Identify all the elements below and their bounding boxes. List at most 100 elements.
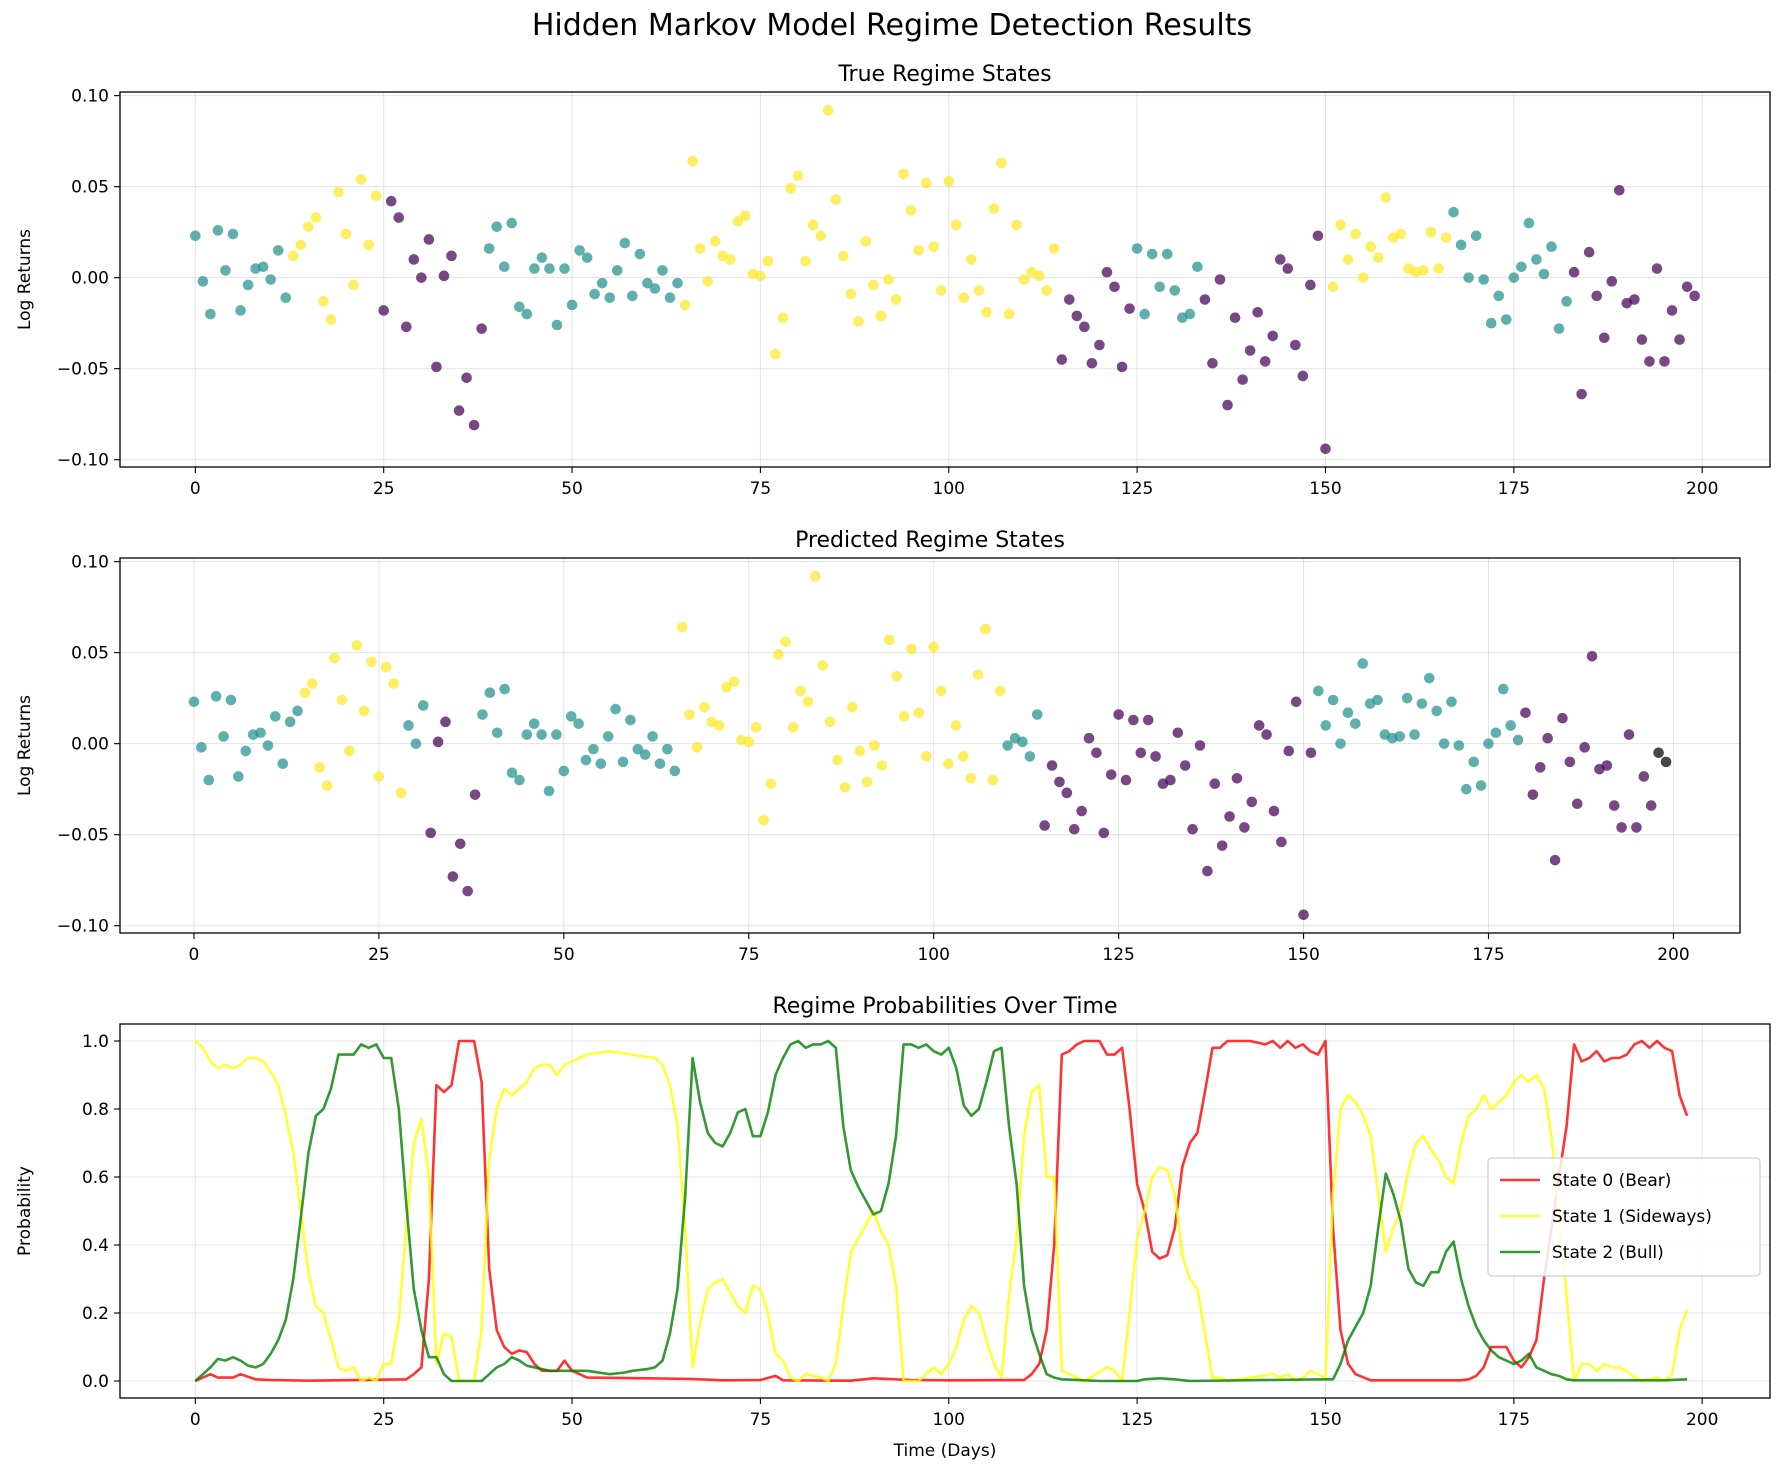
data-point [423, 234, 435, 245]
panel-title: Regime Probabilities Over Time [773, 994, 1118, 1019]
data-point [676, 621, 688, 633]
data-point [610, 703, 621, 715]
data-point [366, 656, 377, 668]
data-point [777, 312, 789, 324]
data-point [329, 652, 340, 664]
axes-frame [119, 557, 1741, 934]
data-point [272, 245, 284, 256]
data-point [950, 720, 962, 731]
data-point [1297, 370, 1309, 382]
data-point [203, 774, 215, 786]
data-point [1131, 243, 1143, 254]
data-point [679, 299, 691, 311]
data-point [351, 640, 363, 651]
data-point [1054, 776, 1065, 788]
data-point [1003, 308, 1015, 320]
data-point [558, 765, 570, 777]
data-point [1335, 219, 1346, 231]
data-point [1105, 769, 1117, 780]
data-point [440, 716, 451, 728]
axes-frame [119, 91, 1771, 468]
data-point [669, 765, 681, 777]
data-point [410, 738, 422, 749]
data-point [832, 754, 843, 766]
data-point [988, 203, 1000, 214]
y-tick-label: −0.10 [57, 451, 109, 471]
data-point [684, 709, 695, 720]
data-point [1438, 738, 1450, 749]
data-point [1372, 694, 1383, 706]
data-point [1636, 334, 1648, 345]
data-point [581, 252, 593, 263]
data-point [724, 254, 736, 265]
data-point [853, 316, 864, 327]
data-point [713, 720, 725, 731]
data-point [514, 774, 525, 786]
data-point [1071, 310, 1083, 322]
data-point [220, 265, 231, 276]
legend-box [1487, 1157, 1761, 1277]
data-point [580, 754, 592, 766]
data-point [416, 272, 427, 283]
data-point [589, 288, 600, 300]
data-point [1253, 720, 1265, 731]
data-point [1616, 822, 1627, 833]
data-point [822, 104, 834, 116]
data-point [770, 348, 781, 360]
data-point [1601, 760, 1613, 771]
data-point [1501, 314, 1512, 325]
data-point [619, 237, 631, 249]
data-point [1039, 820, 1050, 831]
data-point [632, 743, 644, 755]
data-point [1033, 270, 1045, 282]
data-point [1313, 685, 1324, 697]
panel-title: True Regime States [837, 62, 1051, 87]
data-point [1011, 219, 1022, 231]
data-point [1538, 268, 1550, 280]
data-point [242, 279, 254, 291]
data-point [1470, 230, 1482, 242]
data-point [373, 771, 385, 782]
data-point [1298, 909, 1309, 921]
data-point [1086, 357, 1098, 369]
data-point [321, 780, 333, 791]
data-point [468, 419, 480, 431]
data-point [1229, 312, 1241, 324]
data-point [755, 270, 766, 282]
y-tick-label: 0.6 [82, 1168, 109, 1188]
data-point [446, 250, 457, 262]
data-point [401, 321, 412, 333]
axes-frame [119, 1023, 1771, 1399]
data-point [672, 277, 683, 289]
data-point [1113, 709, 1124, 720]
data-point [762, 255, 774, 267]
data-point [1142, 714, 1154, 726]
x-tick-label: 100 [917, 945, 949, 965]
data-point [1614, 185, 1625, 196]
data-point [378, 305, 389, 316]
data-point [1453, 740, 1465, 751]
data-point [265, 274, 276, 285]
data-point [664, 292, 676, 304]
data-point [1401, 692, 1413, 704]
data-point [1076, 805, 1087, 817]
data-point [1446, 696, 1457, 708]
data-point [529, 263, 540, 274]
data-point [1493, 290, 1505, 302]
data-point [824, 716, 836, 728]
data-point [1222, 399, 1233, 411]
x-tick-label: 50 [553, 945, 575, 965]
data-point [1101, 266, 1113, 278]
data-point [732, 215, 744, 227]
data-point [1135, 747, 1147, 759]
data-point [565, 711, 577, 722]
data-point [1666, 305, 1678, 316]
data-point [1146, 248, 1158, 260]
data-point [1128, 714, 1139, 726]
data-point [1214, 274, 1226, 285]
data-point [1485, 317, 1497, 329]
data-point [935, 285, 947, 296]
data-point [197, 276, 209, 287]
data-point [634, 248, 646, 260]
